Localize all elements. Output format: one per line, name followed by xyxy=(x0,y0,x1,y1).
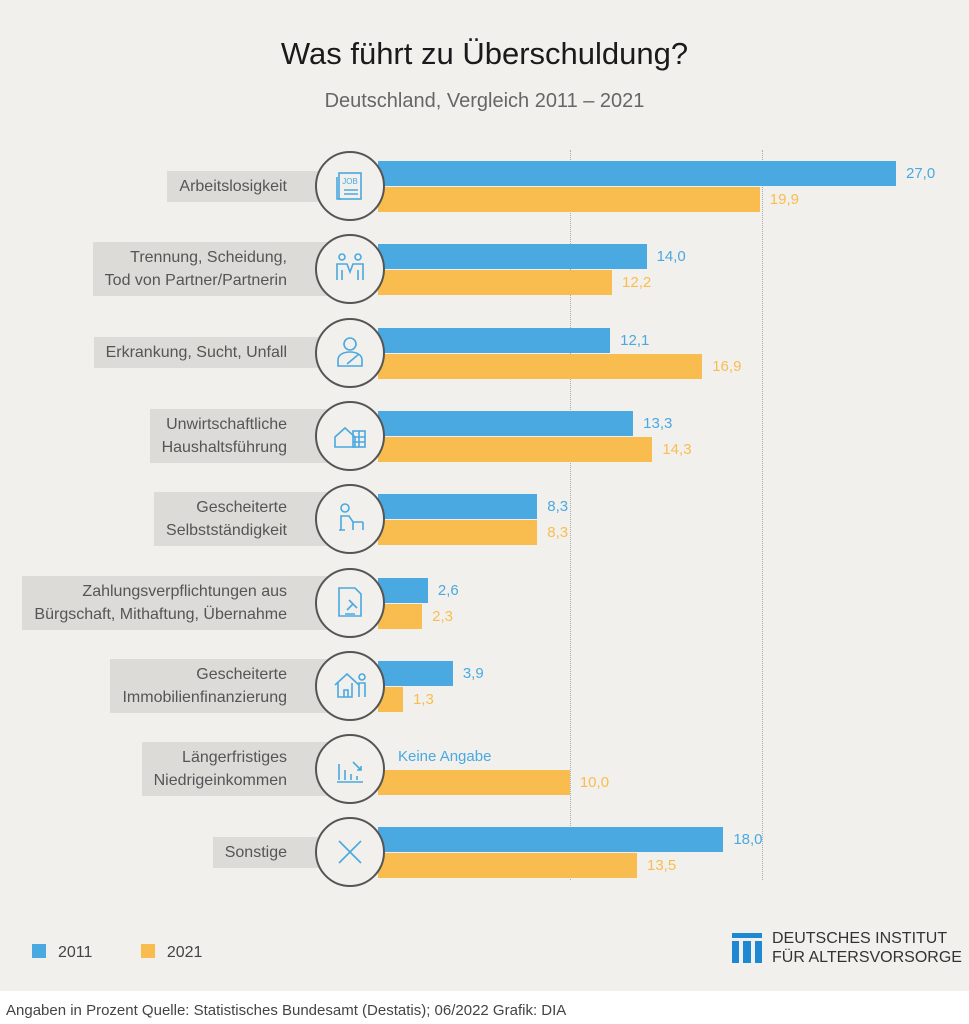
value-label-2011: Keine Angabe xyxy=(398,748,492,766)
bar-2011 xyxy=(378,327,611,353)
bar-2021 xyxy=(378,436,653,462)
value-label-2021: 14,3 xyxy=(662,440,692,458)
category-label-line: Gescheiterte xyxy=(196,499,287,517)
category-label: Längerfristiges Niedrigeinkommen xyxy=(141,742,329,797)
category-label: Gescheiterte Immobilienfinanzierung xyxy=(110,658,329,713)
value-label-2021: 19,9 xyxy=(769,191,799,208)
value-label-2011: 13,3 xyxy=(643,414,673,432)
category-label: Arbeitslosigkeit xyxy=(167,170,329,202)
value-label-2011: 27,0 xyxy=(906,165,936,182)
category-label-line: Selbstständigkeit xyxy=(166,522,287,540)
bar-2021 xyxy=(378,853,637,879)
job-newspaper-icon: JOB xyxy=(315,151,385,221)
legend-swatch-2011 xyxy=(32,944,46,958)
value-label-2021: 2,3 xyxy=(432,607,453,625)
value-label-2011: 18,0 xyxy=(733,831,763,849)
cross-icon xyxy=(315,817,385,888)
bar-2021 xyxy=(378,520,538,546)
category-label: Erkrankung, Sucht, Unfall xyxy=(93,337,329,369)
category-label-line: Erkrankung, Sucht, Unfall xyxy=(105,344,287,362)
value-label-2021: 13,5 xyxy=(647,857,677,875)
logo-text-line2: FÜR ALTERSVORSORGE xyxy=(772,949,962,966)
category-label-line: Niedrigeinkommen xyxy=(153,772,287,790)
house-person-icon xyxy=(315,650,385,721)
couple-icon xyxy=(315,234,385,305)
bar-2011 xyxy=(378,410,634,436)
category-label-line: Zahlungsverpflichtungen aus xyxy=(82,582,287,600)
legend: 2011 2021 xyxy=(32,944,202,962)
patient-icon xyxy=(315,317,385,388)
legend-swatch-2021 xyxy=(140,944,155,958)
category-label-line: Sonstige xyxy=(224,843,287,861)
value-label-2021: 1,3 xyxy=(412,690,434,708)
dia-logo: DEUTSCHES INSTITUT FÜR ALTERSVORSORGE xyxy=(732,929,962,967)
category-label-line: Haushaltsführung xyxy=(161,438,287,456)
bar-2021 xyxy=(378,603,423,629)
chart-subtitle: Deutschland, Vergleich 2011 – 2021 xyxy=(324,90,645,112)
category-label: Unwirtschaftliche Haushaltsführung xyxy=(149,408,329,463)
chart-title: Was führt zu Überschuldung? xyxy=(280,36,689,71)
bar-2011 xyxy=(378,161,896,186)
footer-source: Angaben in Prozent Quelle: Statistisches… xyxy=(6,1002,567,1019)
legend-item-2021: 2021 xyxy=(140,944,202,961)
category-label-line: Arbeitslosigkeit xyxy=(179,177,287,195)
value-label-2011: 12,1 xyxy=(620,331,650,349)
value-label-2021: 8,3 xyxy=(547,524,569,542)
gridline-10 xyxy=(569,150,571,880)
category-label: Zahlungsverpflichtungen aus Bürgschaft, M… xyxy=(22,575,329,630)
bar-2021 xyxy=(378,353,703,379)
bar-2011 xyxy=(378,577,428,603)
legend-item-2011: 2011 xyxy=(32,944,92,961)
bar-2011 xyxy=(378,827,724,853)
bar-2011 xyxy=(378,660,453,686)
value-label-2011: 8,3 xyxy=(547,498,569,516)
category-label-line: Längerfristiges xyxy=(182,749,287,767)
category-label-line: Bürgschaft, Mithaftung, Übernahme xyxy=(34,605,287,623)
category-label: Gescheiterte Selbstständigkeit xyxy=(154,492,329,547)
desk-person-icon xyxy=(315,484,385,555)
category-label-line: Unwirtschaftliche xyxy=(166,415,287,433)
category-label: Trennung, Scheidung, Tod von Partner/Part… xyxy=(92,242,329,297)
bar-2021 xyxy=(378,187,760,212)
svg-text:JOB: JOB xyxy=(342,177,358,186)
house-calculator-icon xyxy=(315,400,385,471)
dia-logo-icon xyxy=(732,933,762,963)
contract-gavel-icon xyxy=(315,567,385,638)
bar-2021 xyxy=(378,270,613,296)
value-label-2021: 16,9 xyxy=(712,357,742,375)
category-label-line: Tod von Partner/Partnerin xyxy=(104,272,287,290)
gridline-20 xyxy=(761,150,763,880)
bar-2011 xyxy=(378,494,538,520)
value-label-2021: 10,0 xyxy=(579,774,610,792)
category-label-line: Immobilienfinanzierung xyxy=(122,688,287,706)
bar-2021 xyxy=(378,770,570,796)
category-label-line: Gescheiterte xyxy=(196,665,287,683)
category-label: Sonstige xyxy=(212,836,329,868)
value-label-2011: 14,0 xyxy=(656,248,686,266)
value-label-2011: 2,6 xyxy=(437,581,459,599)
bar-2011 xyxy=(378,244,647,270)
logo-text-line1: DEUTSCHES INSTITUT xyxy=(772,930,948,947)
declining-chart-icon xyxy=(315,734,385,805)
value-label-2011: 3,9 xyxy=(462,664,484,682)
value-label-2021: 12,2 xyxy=(622,274,652,292)
category-label-line: Trennung, Scheidung, xyxy=(130,249,287,267)
